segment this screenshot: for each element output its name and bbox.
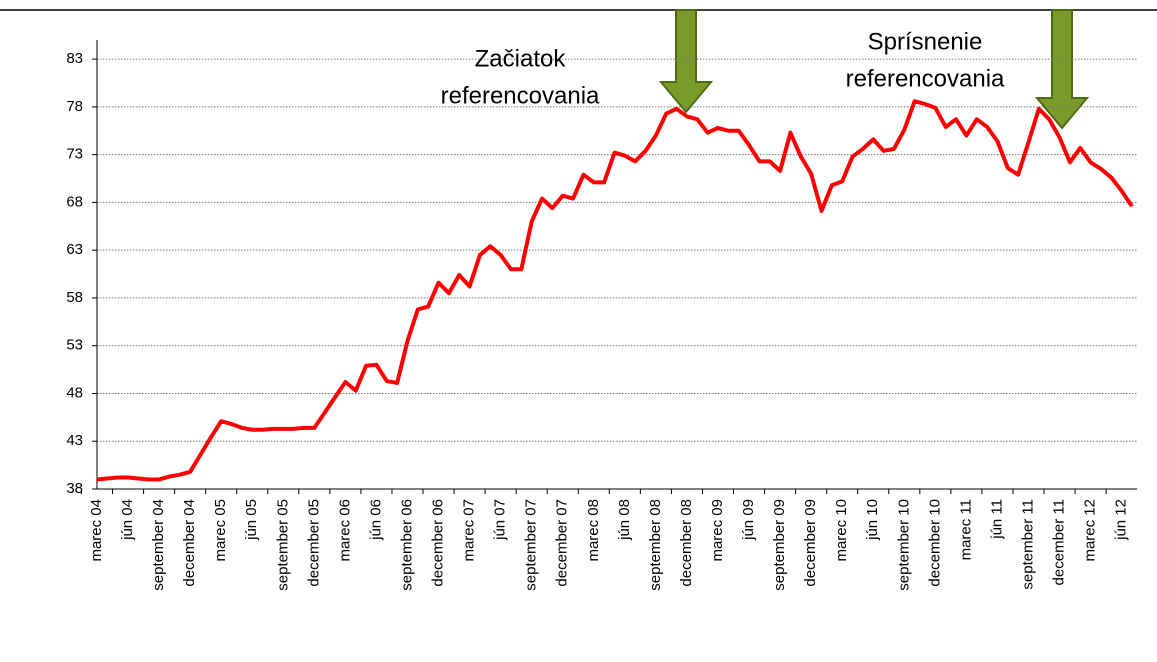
y-tick-label: 58 [66,289,83,306]
y-tick-label: 68 [66,193,83,210]
x-tick-label: september 05 [274,499,291,591]
x-tick-label: jún 06 [367,499,384,541]
x-tick-label: marec 12 [1082,499,1099,562]
x-tick-label: jún 05 [243,499,260,541]
x-tick-label: september 08 [647,499,664,591]
y-tick-label: 48 [66,384,83,401]
x-tick-label: marec 08 [585,499,602,562]
annotation: Začiatok [475,45,567,72]
x-tick-label: jún 10 [864,499,881,541]
x-tick-label: marec 04 [88,499,105,562]
x-tick-label: september 04 [150,499,167,591]
arrow [658,9,714,114]
x-tick-label: marec 11 [957,499,974,560]
x-tick-label: december 09 [802,499,819,587]
x-tick-label: december 04 [181,499,198,587]
x-tick-label: december 07 [554,499,571,587]
x-tick-label: december 05 [305,499,322,587]
y-tick-label: 38 [66,480,83,497]
x-tick-label: jún 07 [492,499,509,541]
x-tick-label: december 08 [678,499,695,587]
line [96,99,1134,482]
x-tick-label: jún 11 [988,499,1005,540]
x-tick-label: december 11 [1051,499,1068,585]
x-tick-label: marec 10 [833,499,850,562]
y-tick-label: 73 [66,146,83,163]
x-tick-label: september 09 [771,499,788,591]
y-tick-label: 83 [66,50,83,67]
x-tick-label: jún 12 [1113,499,1130,541]
y-tick-label: 43 [66,432,83,449]
x-tick-label: marec 09 [709,499,726,562]
x-tick-label: december 10 [926,499,943,587]
y-tick-label: 53 [66,337,83,354]
x-tick-label: september 10 [895,499,912,591]
y-tick-label: 63 [66,241,83,258]
x-tick-label: september 06 [398,499,415,591]
annotation: referencovania [441,82,600,109]
x-tick-label: jún 08 [616,499,633,541]
x-tick-label: december 06 [430,499,447,587]
x-tick-label: september 11 [1019,499,1036,590]
x-tick-label: september 07 [523,499,540,591]
annotation: referencovania [846,65,1005,92]
x-tick-label: marec 05 [212,499,229,562]
annotation: Sprísnenie [868,28,983,55]
x-tick-label: marec 06 [336,499,353,562]
x-tick-label: jún 09 [740,499,757,541]
x-tick-label: marec 07 [461,499,478,562]
x-tick-label: jún 04 [119,499,136,541]
y-tick-label: 78 [66,98,83,115]
arrow [1034,9,1090,130]
